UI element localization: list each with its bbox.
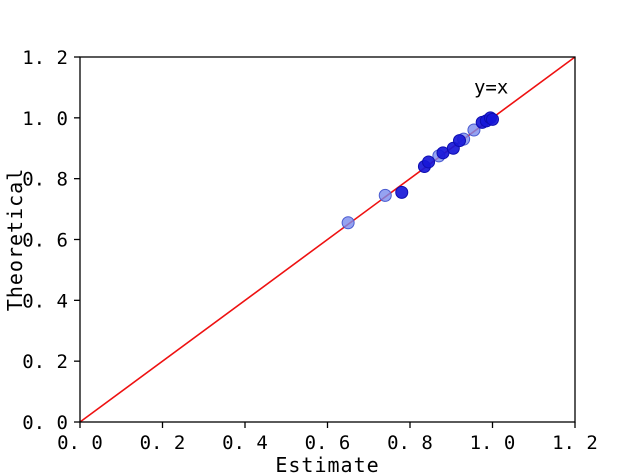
x-tick-label: 0. 4 [222, 432, 268, 454]
y-tick-label: 0. 2 [22, 351, 68, 373]
y-tick-label: 0. 0 [22, 412, 68, 434]
data-point [341, 216, 355, 230]
data-point [378, 188, 392, 202]
y-tick-label: 0. 4 [22, 290, 68, 312]
y-tick-label: 1. 0 [22, 108, 68, 130]
data-point [453, 134, 466, 148]
x-tick-label: 0. 0 [57, 432, 103, 454]
x-tick-label: 1. 0 [470, 432, 516, 454]
data-point [395, 185, 409, 199]
x-tick-label: 1. 2 [552, 432, 598, 454]
y-tick-label: 0. 6 [22, 230, 68, 252]
x-tick-label: 0. 2 [140, 432, 186, 454]
data-point [467, 123, 481, 137]
x-tick-label: 0. 6 [305, 432, 351, 454]
line-annotation: y=x [474, 77, 508, 99]
x-tick-label: 0. 8 [387, 432, 433, 454]
data-point [486, 112, 499, 126]
x-axis-label: Estimate [275, 453, 379, 476]
y-axis-label: Theoretical [3, 168, 27, 311]
data-point [422, 155, 436, 169]
y-tick-label: 1. 2 [22, 47, 68, 69]
y-tick-label: 0. 8 [22, 169, 68, 191]
